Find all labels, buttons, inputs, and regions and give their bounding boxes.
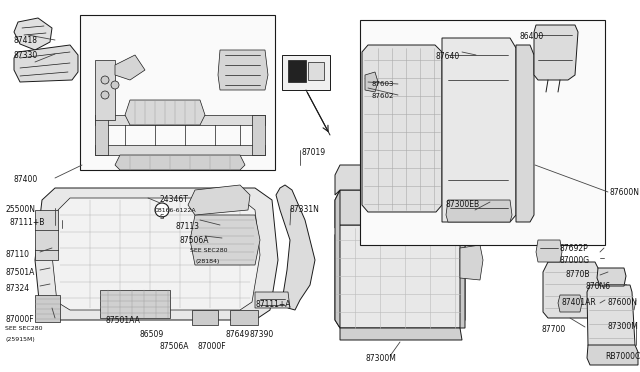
Polygon shape: [335, 190, 340, 328]
Polygon shape: [276, 185, 315, 310]
Text: 87603: 87603: [372, 81, 394, 87]
Text: 87501AA: 87501AA: [105, 316, 140, 325]
Text: 87506A: 87506A: [180, 236, 209, 245]
Text: 87602: 87602: [372, 93, 394, 99]
Polygon shape: [95, 145, 265, 155]
Text: 87111+A: 87111+A: [255, 300, 291, 309]
Polygon shape: [190, 215, 260, 265]
Bar: [308, 62, 324, 80]
Text: 86400: 86400: [520, 32, 544, 41]
Text: 87000G: 87000G: [560, 256, 590, 265]
Polygon shape: [14, 45, 78, 82]
Polygon shape: [95, 115, 265, 125]
Polygon shape: [536, 240, 562, 262]
Text: SEE SEC280: SEE SEC280: [190, 248, 227, 253]
Bar: [288, 60, 306, 82]
Polygon shape: [35, 188, 278, 320]
Polygon shape: [52, 198, 260, 310]
Text: 87111+B: 87111+B: [10, 218, 45, 227]
Text: 87000F: 87000F: [5, 315, 34, 324]
Polygon shape: [460, 190, 465, 328]
Polygon shape: [95, 115, 108, 155]
Polygon shape: [35, 295, 60, 322]
Text: 87600N: 87600N: [608, 298, 638, 307]
Text: S: S: [159, 214, 163, 220]
Text: 87501A: 87501A: [5, 268, 35, 277]
Text: 87019: 87019: [302, 148, 326, 157]
Polygon shape: [335, 190, 465, 228]
Text: 87640: 87640: [436, 52, 460, 61]
Circle shape: [111, 81, 119, 89]
Circle shape: [155, 203, 169, 217]
Text: (28184): (28184): [195, 259, 220, 264]
Polygon shape: [442, 38, 516, 222]
Text: SEE SEC280: SEE SEC280: [5, 326, 42, 331]
Text: 87401AR: 87401AR: [562, 298, 596, 307]
Polygon shape: [252, 115, 265, 155]
Polygon shape: [255, 292, 290, 308]
Text: 25500N: 25500N: [5, 205, 35, 214]
Polygon shape: [446, 200, 512, 222]
Polygon shape: [335, 225, 465, 328]
Polygon shape: [14, 18, 52, 50]
Text: 87300EB: 87300EB: [445, 200, 479, 209]
Polygon shape: [35, 210, 58, 260]
Text: (25915M): (25915M): [5, 337, 35, 342]
Text: 87649: 87649: [225, 330, 249, 339]
Text: 87300M: 87300M: [608, 322, 639, 331]
Circle shape: [101, 91, 109, 99]
Polygon shape: [192, 310, 218, 325]
Text: 87330: 87330: [14, 51, 38, 60]
Polygon shape: [218, 50, 268, 90]
Text: 87418: 87418: [14, 36, 38, 45]
Text: 87110: 87110: [5, 250, 29, 259]
Polygon shape: [115, 155, 245, 170]
Polygon shape: [340, 328, 462, 340]
Text: 24346T: 24346T: [160, 195, 189, 204]
Text: 87113: 87113: [175, 222, 199, 231]
Polygon shape: [460, 245, 483, 280]
Polygon shape: [516, 45, 534, 222]
Circle shape: [101, 76, 109, 84]
Polygon shape: [587, 345, 638, 365]
Text: 87600N: 87600N: [610, 188, 640, 197]
Text: 8770B: 8770B: [566, 270, 591, 279]
Text: 87324: 87324: [5, 284, 29, 293]
Polygon shape: [95, 60, 115, 120]
Text: 08166-6122A: 08166-6122A: [155, 208, 196, 213]
Polygon shape: [587, 285, 635, 352]
Text: 87000F: 87000F: [198, 342, 227, 351]
Polygon shape: [230, 310, 258, 325]
Polygon shape: [534, 25, 578, 80]
Polygon shape: [188, 185, 250, 215]
Bar: [360, 20, 605, 245]
Text: 87300M: 87300M: [365, 354, 396, 363]
Text: 87331N: 87331N: [290, 205, 320, 214]
Polygon shape: [125, 100, 205, 125]
Polygon shape: [115, 55, 145, 80]
Polygon shape: [100, 290, 170, 318]
Polygon shape: [597, 268, 626, 286]
Text: RB7000CB: RB7000CB: [605, 352, 640, 361]
Text: 87506A: 87506A: [160, 342, 189, 351]
Text: 87692P: 87692P: [560, 244, 589, 253]
Text: 870N6: 870N6: [586, 282, 611, 291]
Text: 87700: 87700: [542, 325, 566, 334]
Text: 86509: 86509: [140, 330, 164, 339]
Polygon shape: [362, 45, 442, 212]
Polygon shape: [365, 72, 378, 92]
Bar: [80, 15, 275, 170]
Text: 87400: 87400: [14, 175, 38, 184]
Polygon shape: [335, 165, 465, 195]
Bar: [282, 55, 330, 90]
Polygon shape: [543, 262, 600, 318]
Polygon shape: [558, 295, 582, 312]
Text: 87390: 87390: [250, 330, 275, 339]
